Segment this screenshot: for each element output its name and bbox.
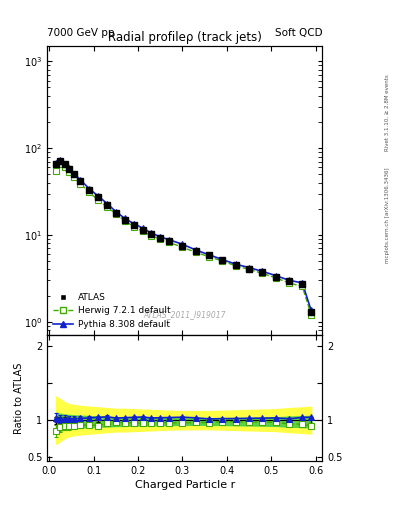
Text: mcplots.cern.ch [arXiv:1306.3436]: mcplots.cern.ch [arXiv:1306.3436]	[385, 167, 389, 263]
Y-axis label: Ratio to ATLAS: Ratio to ATLAS	[14, 362, 24, 434]
Text: 7000 GeV pp: 7000 GeV pp	[47, 28, 115, 38]
Text: ATLAS_2011_I919017: ATLAS_2011_I919017	[143, 310, 226, 319]
Text: Soft QCD: Soft QCD	[275, 28, 322, 38]
Title: Radial profileρ (track jets): Radial profileρ (track jets)	[108, 31, 262, 44]
Legend: ATLAS, Herwig 7.2.1 default, Pythia 8.308 default: ATLAS, Herwig 7.2.1 default, Pythia 8.30…	[50, 289, 174, 332]
Text: Rivet 3.1.10, ≥ 2.8M events: Rivet 3.1.10, ≥ 2.8M events	[385, 74, 389, 151]
X-axis label: Charged Particle r: Charged Particle r	[134, 480, 235, 490]
